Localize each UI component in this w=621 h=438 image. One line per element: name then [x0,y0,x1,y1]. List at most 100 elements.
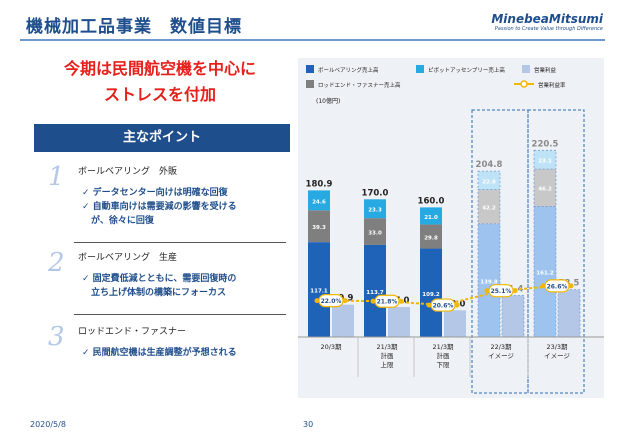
bar-label: 23.1 [538,159,552,165]
margin-dot [314,298,320,304]
margin-dot [426,302,432,308]
bar-operating-income [388,307,410,337]
headline: 今期は民間航空機を中心に ストレスを付加 [30,56,290,108]
bar-rod-end [308,210,330,243]
key-points-panel: 1 ボールベアリング 外販 ✓ データセンター向けは明確な回復 ✓ 自動車向けは… [34,152,290,388]
point-number: 1 [48,162,65,192]
bar-ball-bearing [420,248,442,337]
bar-label: 113.7 [366,290,384,296]
bar-label: 42.2 [482,206,496,212]
logo-tagline: Passion to Create Value through Differen… [494,26,603,32]
bar-rod-end [477,189,501,225]
footer-date: 2020/5/8 [30,420,66,429]
bar-pivot [364,199,386,219]
bar-pivot [420,207,442,225]
legend-label: ロッドエンド・ファスナー売上高 [318,81,401,89]
bar-label: 22.8 [482,179,496,185]
bar-label: 117.1 [310,289,328,295]
total-label: 204.8 [476,160,503,170]
point-heading: ボールベアリング 生産 [78,253,178,263]
bar-label: 33.0 [368,231,382,237]
bar-label: 21.0 [424,215,438,221]
bar-pivot [533,149,557,170]
margin-badge [374,294,400,308]
margin-dot [568,283,574,289]
x-tick-label: 23/3期イメージ [544,343,570,360]
key-points-title: 主なポイント [34,124,290,152]
point-heading: ボールベアリング 外販 [78,167,178,177]
page-number: 30 [303,420,314,429]
x-tick-label: 22/3期イメージ [488,343,514,360]
x-tick-label: 21/3期計画上限 [376,343,398,369]
point-number: 3 [48,322,65,352]
margin-badge [488,284,514,298]
legend-marker [520,80,528,88]
divider [74,314,286,315]
total-label: 160.0 [418,196,445,206]
bar-operating-income [557,289,581,338]
legend-label: ピボットアッセンブリー売上高 [428,66,505,74]
legend-swatch [522,65,530,73]
bar-label: 39.3 [312,225,326,231]
bar-label: 46.2 [538,187,552,193]
margin-dot [342,298,348,304]
bar-ball-bearing [533,206,557,338]
margin-badge [318,294,344,308]
chart-panel: ボールベアリング売上高 ピボットアッセンブリー売上高 営業利益ロッドエンド・ファスナ… [298,58,604,398]
unit-label: (10億円) [316,97,340,105]
point-bullet: 立ち上げ体制の構築にフォーカス [82,288,227,298]
point-number: 2 [48,248,65,278]
bar-pivot [477,170,501,190]
total-label: 170.0 [362,188,389,198]
projection-frame [527,109,585,394]
bar-rod-end [533,168,557,207]
margin-label: 26.6% [547,283,568,290]
bar-label: 109.2 [422,292,440,298]
margin-badge [544,279,570,293]
bar-label: 161.2 [536,271,554,277]
header-rule [20,39,605,41]
company-logo: MinebeaMitsumi Passion to Create Value t… [491,12,603,32]
legend-swatch [306,65,314,73]
revenue-profit-chart: ボールベアリング売上高 ピボットアッセンブリー売上高 営業利益ロッドエンド・ファスナ… [298,65,604,394]
bar-pivot [308,190,330,211]
bar-operating-income [501,294,525,338]
bar-ball-bearing [308,242,330,337]
total-label: 180.9 [306,179,333,189]
headline-line-1: 今期は民間航空機を中心に [63,59,256,78]
margin-label: 20.6% [433,303,454,310]
point-bullet: ✓ データセンター向けは明確な回復 [82,188,228,198]
x-tick-label: 21/3期計画下限 [432,343,454,369]
margin-dot [398,298,404,304]
margin-dot [454,302,460,308]
total-label: 220.5 [532,139,559,149]
page-title: 機械加工品事業 数値目標 [26,17,242,37]
margin-dot [370,298,376,304]
margin-dot [540,283,546,289]
margin-label: 25.1% [491,288,512,295]
legend-swatch [306,80,314,88]
bar-label: 24.6 [312,199,326,205]
legend-label: 営業利益率 [538,81,566,89]
point-bullet: ✓ 民間航空機は生産調整が予想される [82,348,237,358]
margin-dot [484,288,490,294]
point-bullet: ✓ 自動車向けは需要減の影響を受ける [82,202,237,212]
point-heading: ロッドエンド・ファスナー [78,327,187,337]
bar-label: 139.8 [480,279,498,285]
point-bullet: が、徐々に回復 [82,216,154,226]
margin-dot [512,288,518,294]
bar-ball-bearing [364,244,386,337]
logo-brand: MinebeaMitsumi [491,12,603,26]
margin-label: 22.0% [321,298,342,305]
bar-rod-end [420,224,442,249]
bar-operating-income [444,310,466,337]
bar-label: 29.8 [424,235,438,241]
legend-label: ボールベアリング売上高 [318,66,379,74]
bar-label: 23.3 [368,208,382,214]
bar-ball-bearing [477,223,501,338]
legend-swatch [416,65,424,73]
legend-label: 営業利益 [534,66,557,74]
point-bullet: ✓ 固定費低減とともに、需要回復時の [82,274,237,284]
bar-operating-income [332,304,354,337]
margin-badge [430,298,456,312]
